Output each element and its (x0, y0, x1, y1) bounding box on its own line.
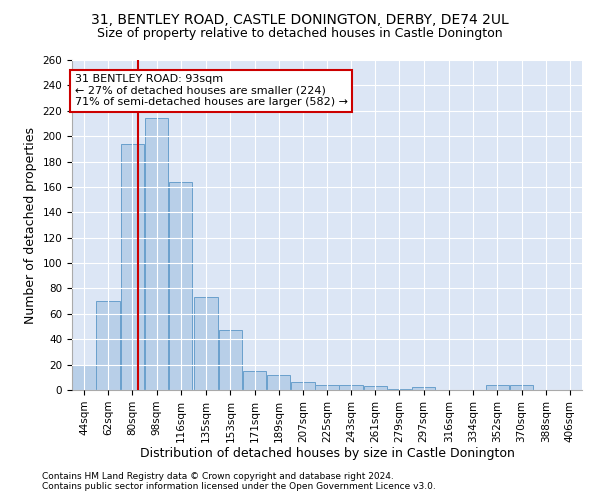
Bar (510, 385, 533, 390)
Bar (243, 371, 266, 390)
Bar (412, 388, 436, 390)
Bar (194, 298, 218, 390)
Bar (291, 382, 314, 390)
Bar (218, 330, 242, 390)
Bar (315, 385, 339, 390)
Bar (73, 364, 96, 390)
Text: 31 BENTLEY ROAD: 93sqm
← 27% of detached houses are smaller (224)
71% of semi-de: 31 BENTLEY ROAD: 93sqm ← 27% of detached… (74, 74, 347, 107)
X-axis label: Distribution of detached houses by size in Castle Donington: Distribution of detached houses by size … (140, 448, 514, 460)
Bar (97, 301, 120, 390)
Bar (169, 182, 193, 390)
Bar (267, 375, 290, 390)
Bar (388, 388, 411, 390)
Bar (486, 385, 509, 390)
Bar (364, 386, 387, 390)
Text: 31, BENTLEY ROAD, CASTLE DONINGTON, DERBY, DE74 2UL: 31, BENTLEY ROAD, CASTLE DONINGTON, DERB… (91, 12, 509, 26)
Y-axis label: Number of detached properties: Number of detached properties (24, 126, 37, 324)
Text: Contains HM Land Registry data © Crown copyright and database right 2024.: Contains HM Land Registry data © Crown c… (42, 472, 394, 481)
Bar (340, 385, 363, 390)
Text: Contains public sector information licensed under the Open Government Licence v3: Contains public sector information licen… (42, 482, 436, 491)
Bar (121, 144, 144, 390)
Text: Size of property relative to detached houses in Castle Donington: Size of property relative to detached ho… (97, 28, 503, 40)
Bar (145, 118, 168, 390)
